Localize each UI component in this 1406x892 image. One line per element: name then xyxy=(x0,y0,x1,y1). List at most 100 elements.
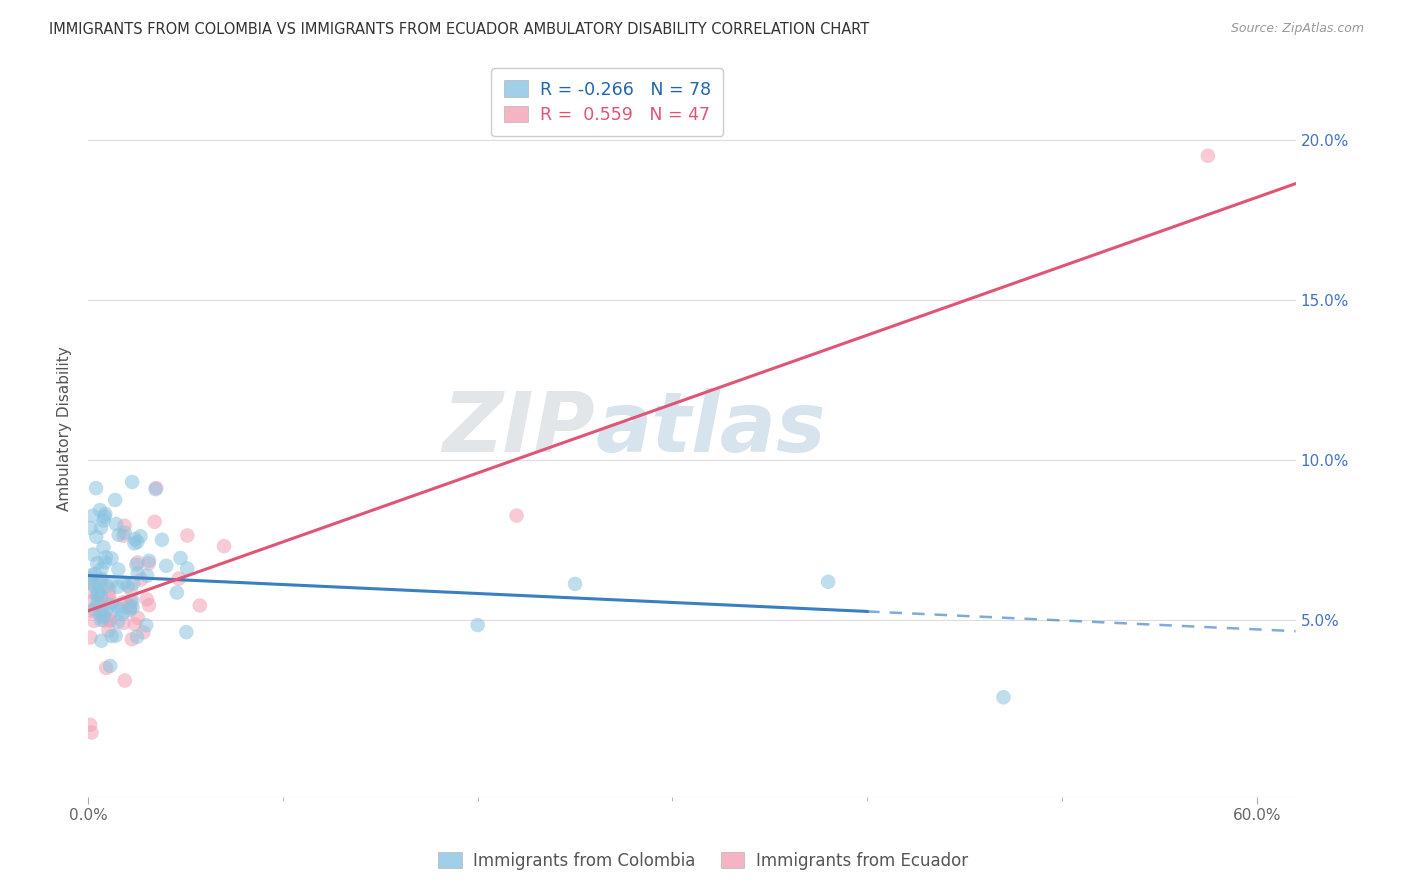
Point xyxy=(212,539,235,553)
Point xyxy=(79,575,101,590)
Point xyxy=(83,579,105,593)
Point xyxy=(82,508,104,523)
Point xyxy=(79,521,101,535)
Point xyxy=(94,550,117,565)
Point xyxy=(80,725,103,739)
Point xyxy=(79,595,101,609)
Point xyxy=(135,592,157,607)
Point xyxy=(93,614,115,628)
Point xyxy=(122,576,145,591)
Point xyxy=(93,509,115,524)
Point xyxy=(111,607,134,621)
Point xyxy=(93,541,115,555)
Point xyxy=(98,614,121,628)
Point xyxy=(107,615,129,629)
Point xyxy=(86,597,108,611)
Point xyxy=(80,568,103,582)
Point xyxy=(118,603,141,617)
Point xyxy=(97,624,120,638)
Point xyxy=(89,604,111,618)
Point xyxy=(101,596,124,610)
Point xyxy=(169,551,191,566)
Text: ZIP: ZIP xyxy=(443,388,595,468)
Point xyxy=(117,579,139,593)
Point xyxy=(125,558,148,572)
Point xyxy=(89,576,111,591)
Point xyxy=(176,561,198,575)
Point xyxy=(120,582,142,597)
Point xyxy=(100,629,122,643)
Point xyxy=(127,556,149,570)
Point xyxy=(94,507,117,521)
Point xyxy=(91,605,114,619)
Point xyxy=(83,602,105,616)
Point xyxy=(1197,149,1219,163)
Point xyxy=(120,601,142,615)
Point xyxy=(121,594,143,608)
Point xyxy=(90,591,112,605)
Point xyxy=(105,516,128,531)
Point xyxy=(121,600,143,615)
Point xyxy=(107,600,129,615)
Point xyxy=(145,481,167,495)
Point xyxy=(114,525,136,540)
Point xyxy=(83,566,105,581)
Point xyxy=(104,629,127,643)
Point xyxy=(112,595,135,609)
Point xyxy=(129,573,152,587)
Point xyxy=(90,633,112,648)
Point xyxy=(107,528,129,542)
Point xyxy=(564,577,586,591)
Point xyxy=(124,532,146,546)
Point xyxy=(84,530,107,544)
Point xyxy=(467,618,489,632)
Point xyxy=(138,554,160,568)
Point xyxy=(118,599,141,613)
Point xyxy=(143,515,166,529)
Point xyxy=(93,514,115,528)
Point xyxy=(89,503,111,517)
Point xyxy=(108,603,131,617)
Point xyxy=(121,632,143,647)
Point xyxy=(112,529,135,543)
Point xyxy=(107,562,129,576)
Point xyxy=(96,661,118,675)
Point xyxy=(79,572,101,586)
Point xyxy=(80,585,103,599)
Point xyxy=(98,598,121,612)
Point xyxy=(83,614,105,628)
Legend: Immigrants from Colombia, Immigrants from Ecuador: Immigrants from Colombia, Immigrants fro… xyxy=(432,846,974,877)
Point xyxy=(993,690,1015,705)
Point xyxy=(100,551,122,566)
Point xyxy=(93,610,115,624)
Point xyxy=(90,613,112,627)
Point xyxy=(87,586,110,600)
Point xyxy=(817,574,839,589)
Point xyxy=(135,618,157,632)
Point xyxy=(79,631,101,645)
Point xyxy=(120,594,142,608)
Point xyxy=(96,579,118,593)
Point xyxy=(176,625,198,640)
Point xyxy=(87,585,110,599)
Point xyxy=(80,604,103,618)
Point xyxy=(150,533,173,547)
Point xyxy=(127,611,149,625)
Point xyxy=(100,575,122,590)
Point xyxy=(505,508,527,523)
Point xyxy=(94,604,117,618)
Point xyxy=(87,596,110,610)
Text: atlas: atlas xyxy=(595,388,825,468)
Point xyxy=(155,558,177,573)
Point xyxy=(129,529,152,543)
Point xyxy=(124,536,146,550)
Point xyxy=(90,562,112,576)
Point xyxy=(127,534,149,549)
Point xyxy=(86,588,108,602)
Point xyxy=(89,574,111,588)
Y-axis label: Ambulatory Disability: Ambulatory Disability xyxy=(58,346,72,510)
Point xyxy=(107,580,129,594)
Point xyxy=(90,521,112,535)
Point xyxy=(112,615,135,630)
Point xyxy=(104,492,127,507)
